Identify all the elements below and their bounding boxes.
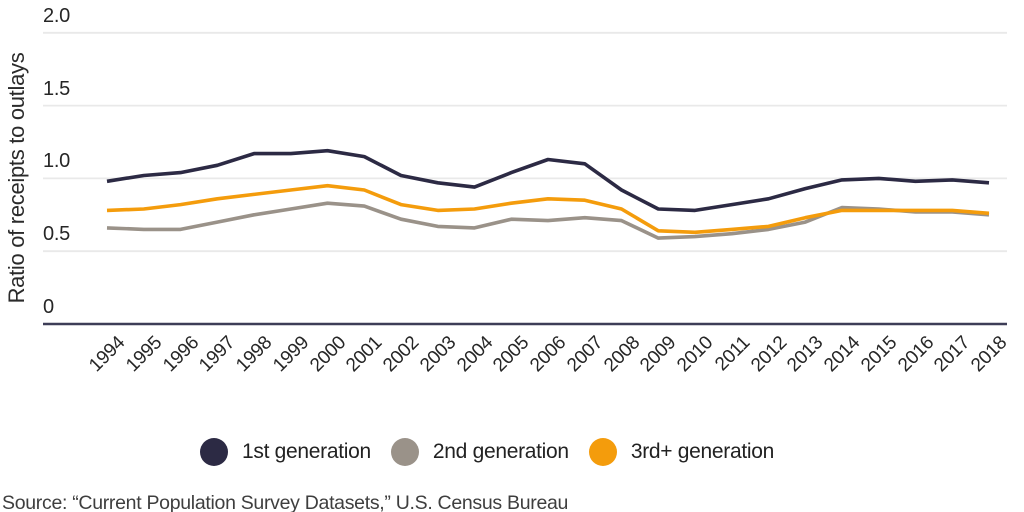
y-tick-label: 0 (43, 296, 54, 318)
series-line-3rd-generation (106, 183, 990, 235)
y-tick-label: 2.0 (43, 4, 70, 27)
legend-dot-icon (390, 438, 419, 466)
y-tick-label: 1.5 (43, 77, 70, 100)
legend-label: 3rd+ generation (630, 440, 775, 463)
chart-legend: 1st generation 2nd generation 3rd+ generat… (0, 438, 999, 466)
legend-item-2nd-generation: 2nd generation (390, 438, 569, 466)
y-tick-label: 1.0 (43, 150, 70, 173)
series-line-1st-generation (106, 148, 990, 213)
y-axis-title: Ratio of receipts to outlays (4, 52, 29, 304)
legend-dot-icon (588, 438, 617, 466)
legend-label: 1st generation (241, 440, 371, 463)
legend-label: 2nd generation (432, 440, 569, 463)
legend-dot-icon (199, 438, 228, 466)
series-line-2nd-generation (106, 201, 990, 240)
y-tick-label: 0.5 (43, 223, 70, 246)
source-note: Source: “Current Population Survey Datas… (2, 492, 569, 512)
legend-item-1st-generation: 1st generation (199, 438, 371, 466)
legend-item-3rd-generation: 3rd+ generation (588, 438, 775, 466)
